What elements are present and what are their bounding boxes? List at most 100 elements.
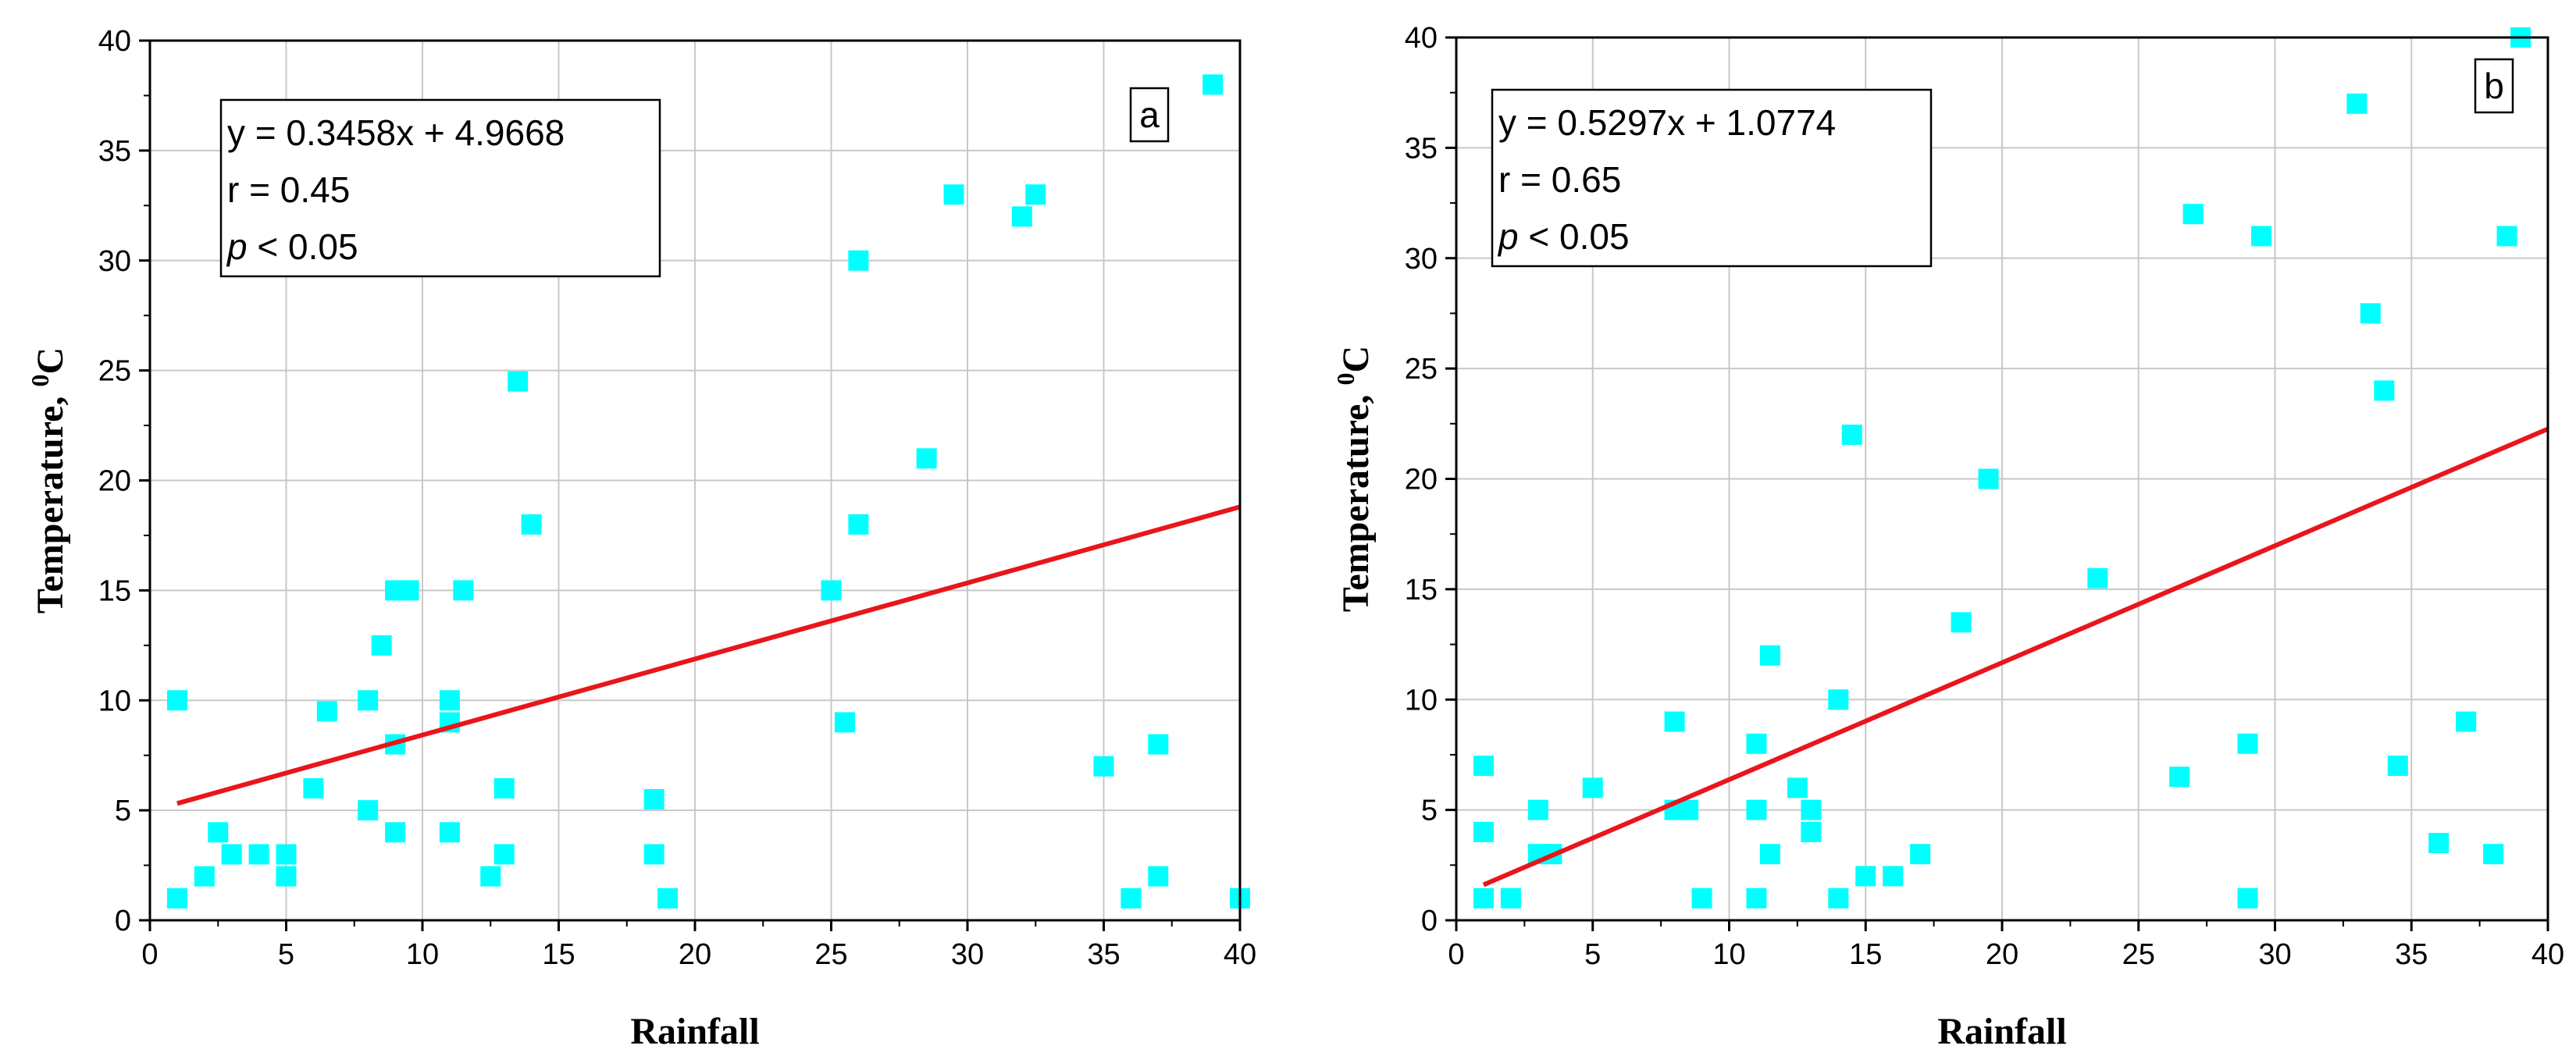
x-tick-label: 15 — [1849, 938, 1882, 971]
data-point — [1841, 424, 1862, 445]
x-tick-label: 25 — [814, 938, 847, 971]
data-point — [2087, 567, 2108, 589]
p-value: p < 0.05 — [226, 226, 358, 267]
data-point — [1011, 206, 1032, 227]
regression-line — [176, 504, 1241, 806]
data-point — [643, 844, 664, 865]
data-point — [358, 800, 379, 821]
data-point — [834, 712, 855, 733]
data-point — [1473, 887, 1494, 909]
regression-equation: y = 0.3458x + 4.9668 — [227, 112, 565, 153]
x-tick-label: 30 — [2258, 938, 2291, 971]
data-point — [848, 250, 869, 271]
data-point — [2374, 380, 2395, 401]
annotation-box — [1491, 88, 1933, 268]
y-tick-label: 15 — [1405, 574, 1438, 606]
data-point — [1121, 887, 1142, 909]
data-point — [1500, 887, 1521, 909]
y-tick-label: 30 — [1405, 243, 1438, 276]
data-point — [943, 184, 964, 205]
x-tick-label: 15 — [542, 938, 575, 971]
data-point — [439, 822, 460, 843]
p-symbol: p — [226, 226, 248, 267]
correlation-r: r = 0.45 — [227, 169, 350, 210]
data-point — [2483, 844, 2504, 865]
data-point — [1828, 887, 1849, 909]
data-point — [2237, 887, 2258, 909]
data-point — [1801, 799, 1822, 820]
data-point — [1746, 733, 1767, 754]
x-tick-label: 35 — [1087, 938, 1120, 971]
plot-frame — [1455, 36, 2549, 922]
x-axis-title: Rainfall — [630, 1011, 759, 1052]
x-tick-label: 40 — [2531, 938, 2564, 971]
y-tick-label: 40 — [98, 25, 131, 58]
x-tick-label: 20 — [1986, 938, 2018, 971]
data-point — [1746, 799, 1767, 820]
x-tick-label: 25 — [2122, 938, 2155, 971]
data-point — [166, 887, 187, 909]
panel-a: 0 5 10 15 20 25 30 35 40 0 5 10 15 20 25 30 35 40 y = 0.34… — [26, 25, 1256, 1052]
x-tick-label: 0 — [1448, 938, 1464, 971]
y-axis-title-superscript: 0 — [26, 375, 54, 387]
annotation-box — [219, 98, 661, 278]
panel-label: a — [1139, 94, 1160, 135]
data-point — [1759, 645, 1780, 666]
y-tick-label: 5 — [1421, 795, 1438, 827]
data-point — [1527, 799, 1548, 820]
data-point — [316, 701, 337, 722]
data-point — [2346, 93, 2368, 114]
x-tick-label: 10 — [1712, 938, 1745, 971]
data-point — [480, 866, 501, 887]
y-tick-label: 0 — [1421, 905, 1438, 937]
data-point — [453, 580, 474, 601]
data-point — [358, 690, 379, 711]
y-axis-title: Temperature, 0C — [26, 347, 71, 614]
y-tick-label: 15 — [98, 574, 131, 607]
data-point — [1883, 866, 1904, 887]
panel-label-box — [1129, 87, 1170, 143]
data-point — [1664, 711, 1685, 732]
plot-frame — [148, 39, 1242, 922]
data-point — [371, 635, 392, 656]
data-point — [1691, 887, 1712, 909]
data-point — [2387, 756, 2408, 777]
data-point — [1678, 799, 1699, 820]
y-tick-label: 35 — [98, 135, 131, 168]
data-point — [1759, 844, 1780, 865]
data-point — [2237, 733, 2258, 754]
data-point — [1828, 689, 1849, 710]
data-point — [1473, 821, 1494, 842]
data-point — [1473, 756, 1494, 777]
correlation-r: r = 0.65 — [1498, 159, 1621, 200]
y-tick-label: 5 — [115, 795, 131, 827]
data-point — [508, 371, 529, 392]
data-point — [821, 580, 842, 601]
data-point — [2428, 833, 2450, 854]
data-point — [848, 514, 869, 535]
panel-label: b — [2484, 66, 2504, 106]
data-point — [2360, 303, 2381, 324]
data-point — [1787, 777, 1808, 799]
y-tick-label: 10 — [98, 685, 131, 717]
data-point — [1951, 612, 1972, 633]
y-tick-label: 25 — [98, 355, 131, 388]
p-threshold: < 0.05 — [248, 226, 358, 267]
regression-line — [1482, 426, 2549, 887]
data-point — [1582, 777, 1603, 799]
x-tick-label: 5 — [1584, 938, 1601, 971]
data-point — [221, 844, 242, 865]
data-point — [2169, 767, 2190, 788]
data-point — [493, 777, 515, 799]
y-axis-title-unit: C — [30, 347, 71, 375]
p-threshold: < 0.05 — [1519, 216, 1630, 257]
data-point — [248, 844, 269, 865]
data-point — [643, 789, 664, 810]
p-value: p < 0.05 — [1497, 216, 1630, 257]
y-tick-label: 0 — [115, 905, 131, 937]
x-tick-label: 20 — [679, 938, 711, 971]
x-axis-title: Rainfall — [1937, 1011, 2066, 1052]
y-tick-label: 10 — [1405, 684, 1438, 717]
